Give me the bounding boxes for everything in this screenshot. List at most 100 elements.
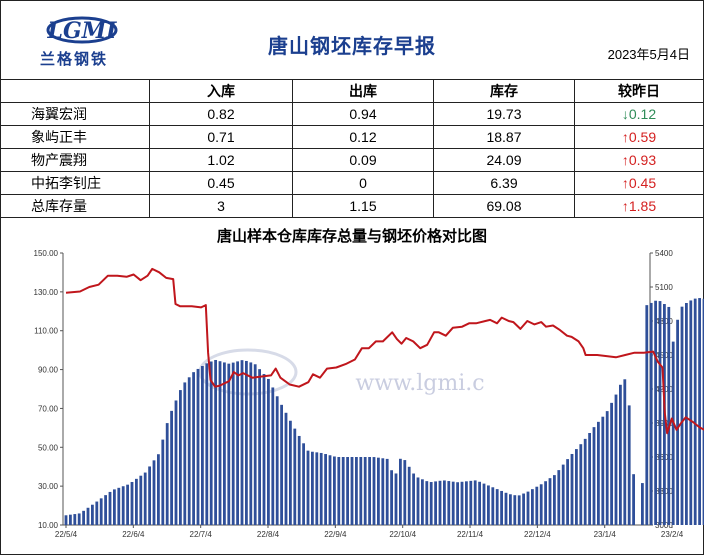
row-name: 海翼宏润 [0, 102, 150, 126]
inventory-bar [253, 364, 257, 525]
inventory-bar [165, 423, 169, 525]
table-row: 总库存量 3 1.15 69.08 ↑1.85 [0, 194, 704, 218]
inventory-bar [170, 410, 173, 525]
col-out-header: 出库 [292, 79, 434, 103]
inventory-bar [579, 444, 583, 525]
inventory-bar [421, 479, 424, 525]
inventory-bar [231, 362, 235, 525]
inventory-bar [434, 481, 437, 525]
x-tick-label: 22/6/4 [122, 530, 145, 539]
inventory-bar [337, 457, 341, 525]
row-change: ↓0.12 [574, 102, 704, 126]
inventory-bar [227, 363, 231, 525]
inventory-bar [399, 458, 402, 525]
inventory-bar [297, 435, 301, 525]
inventory-bar [451, 481, 455, 525]
inventory-bar [597, 421, 600, 525]
inventory-bar [328, 455, 332, 525]
row-change: ↑0.59 [574, 125, 704, 149]
inventory-bar [245, 360, 248, 525]
inventory-bar [267, 378, 270, 525]
inventory-bar [196, 368, 200, 525]
report-date: 2023年5月4日 [607, 47, 690, 62]
inventory-bar [619, 384, 622, 525]
inventory-bar [610, 402, 613, 525]
inventory-bar [302, 443, 305, 525]
inventory-bar [359, 457, 363, 525]
inventory-bar [209, 361, 213, 525]
inventory-bar [548, 478, 552, 525]
inventory-bar [319, 452, 323, 525]
inventory-bar [680, 306, 684, 525]
row-name: 中拓李钊庄 [0, 171, 150, 195]
inventory-bar [152, 460, 156, 525]
inventory-bar [192, 372, 195, 525]
inventory-bar [161, 439, 165, 525]
inventory-bar [526, 491, 530, 525]
row-out: 0.09 [292, 148, 434, 172]
inventory-bar [671, 341, 675, 525]
row-in: 3 [149, 194, 293, 218]
row-out: 0.12 [292, 125, 434, 149]
inventory-bar [104, 495, 107, 525]
inventory-bar [403, 460, 407, 525]
inventory-bar [108, 491, 112, 525]
inventory-bar [553, 475, 556, 525]
watermark-logo [198, 348, 298, 396]
inventory-bar [473, 480, 477, 525]
inventory-bar [509, 494, 512, 525]
inventory-bar [280, 404, 283, 525]
inventory-bar [601, 416, 605, 525]
inventory-bar [456, 482, 459, 525]
inventory-bar [522, 493, 525, 525]
inventory-bar [143, 472, 147, 525]
inventory-bar [157, 454, 160, 525]
y-right-tick-label: 5100 [655, 283, 673, 292]
inventory-bar [667, 306, 671, 525]
inventory-bar [187, 377, 191, 525]
row-stock: 18.87 [433, 125, 575, 149]
inventory-bar [240, 360, 244, 525]
row-change: ↑0.45 [574, 171, 704, 195]
inventory-bar [350, 457, 354, 525]
inventory-bar [702, 298, 704, 525]
inventory-bar [82, 510, 85, 525]
row-change: ↑1.85 [574, 194, 704, 218]
inventory-bar [645, 305, 649, 525]
y-left-tick-label: 30.00 [38, 482, 59, 491]
inventory-bar [179, 390, 182, 525]
col-change-header: 较昨日 [574, 79, 704, 103]
y-left-tick-label: 50.00 [38, 443, 59, 452]
inventory-bar [390, 470, 393, 525]
row-in: 0.82 [149, 102, 293, 126]
inventory-bar [293, 428, 297, 525]
y-left-tick-label: 150.00 [34, 249, 59, 258]
inventory-bar [394, 473, 398, 525]
stock-price-chart: 唐山样本仓库库存总量与钢坯价格对比图 10.00 30.00 50.00 70.00 90… [34, 227, 704, 539]
col-stock-header: 库存 [433, 79, 575, 103]
inventory-bar [592, 427, 596, 525]
row-stock: 19.73 [433, 102, 575, 126]
inventory-bar [306, 450, 310, 525]
col-name-header [0, 79, 150, 103]
watermark-text: www.lgmi.c [355, 371, 484, 396]
x-tick-label: 22/5/4 [55, 530, 78, 539]
table-row: 象屿正丰 0.71 0.12 18.87 ↑0.59 [0, 125, 704, 149]
inventory-bar [588, 432, 591, 525]
inventory-bar [443, 480, 446, 525]
inventory-bar [531, 489, 534, 525]
inventory-bar [627, 405, 631, 525]
inventory-bar [465, 481, 468, 525]
inventory-bar [561, 464, 565, 525]
x-tick-label: 22/7/4 [190, 530, 213, 539]
row-in: 1.02 [149, 148, 293, 172]
inventory-bar [570, 453, 574, 525]
inventory-bar [73, 514, 77, 525]
inventory-bar [685, 302, 688, 525]
inventory-bar [311, 451, 314, 525]
inventory-bar [346, 457, 349, 525]
inventory-bar [377, 457, 380, 525]
inventory-bar [693, 298, 697, 525]
inventory-bar [135, 478, 138, 525]
row-change: ↑0.93 [574, 148, 704, 172]
